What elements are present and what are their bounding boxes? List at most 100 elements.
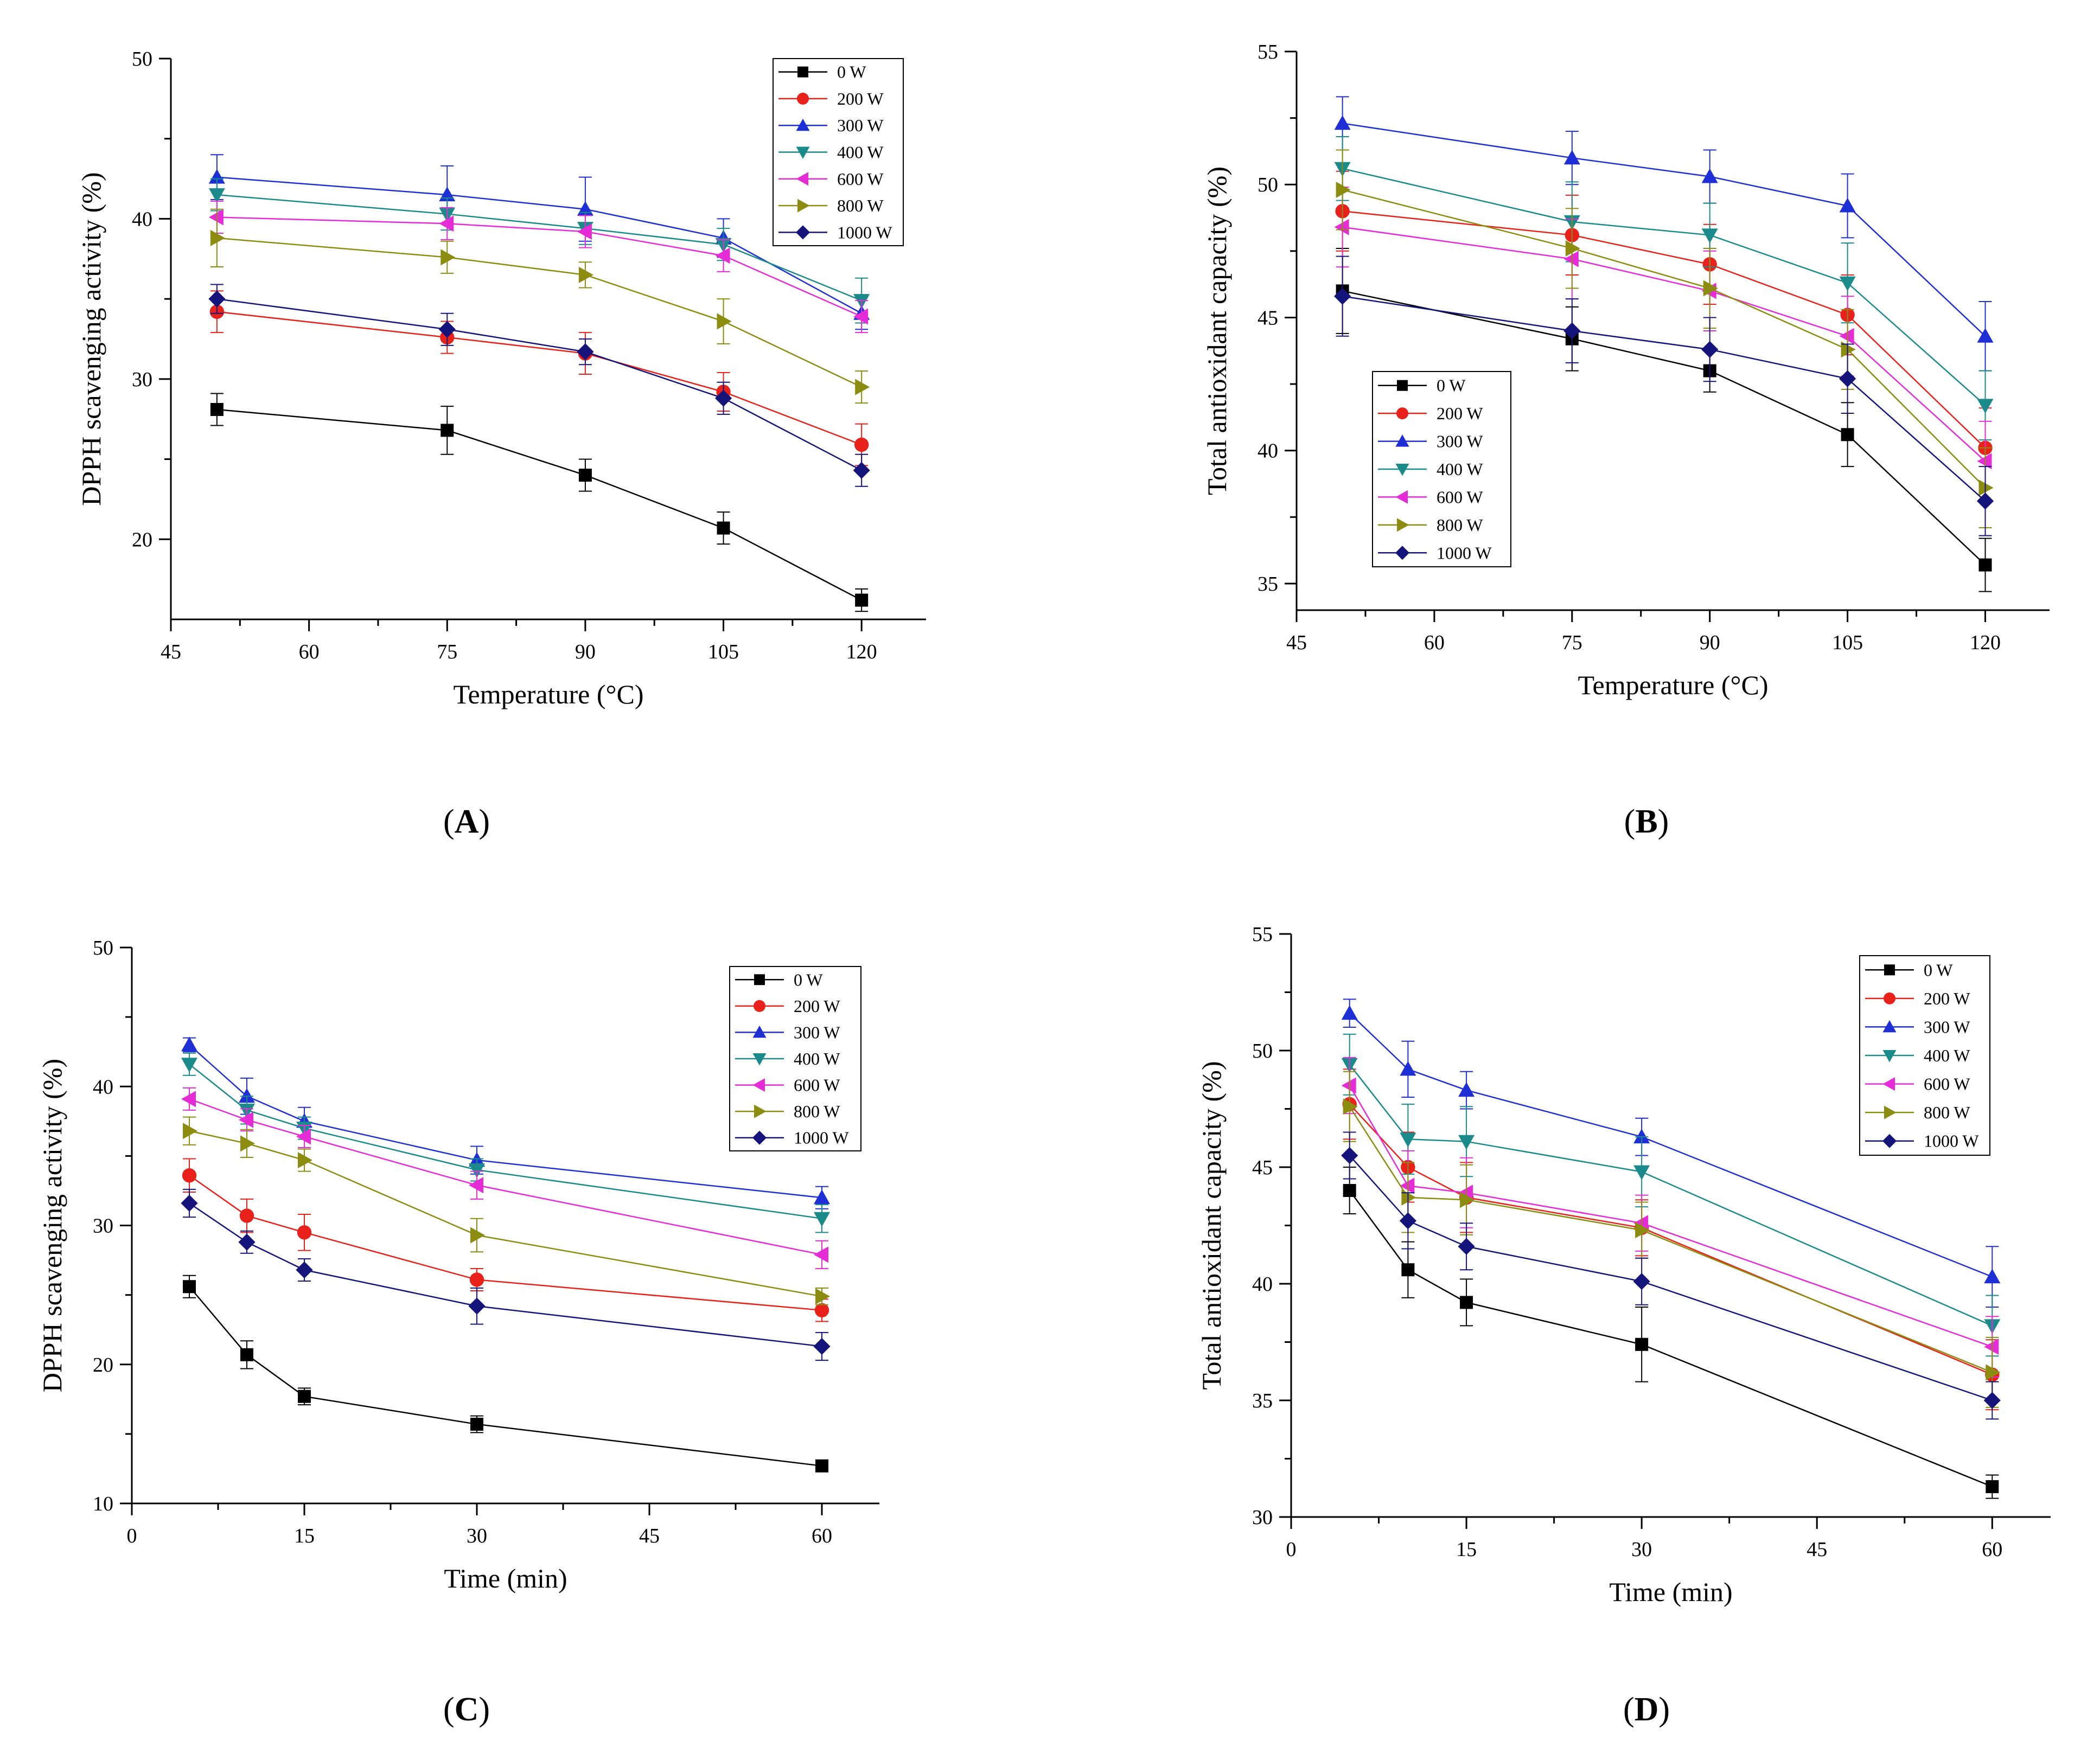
data-point: [715, 247, 730, 264]
data-point: [1565, 240, 1580, 257]
x-tick-label: 75: [1562, 631, 1582, 654]
data-point: [240, 1348, 253, 1361]
x-axis-label-a: Temperature (°C): [453, 679, 643, 709]
data-point: [208, 169, 225, 184]
series-line: [216, 298, 862, 471]
legend-c: 0 W 200 W 300 W 400 W 600 W 800 W 1000 W: [729, 966, 861, 1151]
data-point: [577, 223, 592, 240]
x-tick-label: 15: [1456, 1538, 1477, 1561]
x-tick-label: 90: [575, 641, 596, 663]
y-tick-label: 50: [1252, 1040, 1273, 1062]
legend-marker: [752, 1130, 767, 1145]
data-point: [468, 1297, 486, 1315]
legend-marker: [1395, 490, 1408, 504]
y-tick-label: 35: [1258, 573, 1278, 596]
legend-label: 400 W: [794, 1049, 840, 1068]
series-0w-d: [1343, 1167, 1999, 1499]
data-point: [1400, 1061, 1416, 1076]
legend-marker: [1882, 1020, 1897, 1033]
series-line: [216, 311, 862, 446]
data-point: [814, 1189, 830, 1205]
x-tick-label: 120: [1970, 631, 2001, 654]
y-tick-label: 50: [1258, 174, 1278, 196]
legend-label: 600 W: [794, 1076, 840, 1095]
data-point: [469, 1163, 485, 1178]
series-0w-c: [183, 1275, 828, 1473]
legend-label: 0 W: [1437, 376, 1466, 395]
legend-label: 800 W: [837, 196, 884, 215]
data-point: [813, 1337, 831, 1355]
series-800w-d: [1343, 1071, 2001, 1408]
legend-label: 0 W: [794, 970, 823, 989]
x-tick-label: 60: [1982, 1538, 2002, 1561]
data-point: [181, 1036, 197, 1052]
x-tick-label: 120: [846, 641, 877, 663]
caption-b: (B): [1624, 803, 1669, 840]
data-point: [438, 321, 456, 338]
series-line: [189, 1175, 822, 1311]
legend-marker: [1882, 1134, 1897, 1148]
data-point: [1458, 1135, 1475, 1150]
data-point: [1341, 1077, 1356, 1094]
series-1000w-a: [208, 284, 870, 487]
y-tick-label: 45: [1252, 1156, 1273, 1179]
data-point: [1984, 1269, 2001, 1284]
data-point: [208, 209, 224, 226]
y-tick-label: 35: [1252, 1390, 1273, 1412]
data-point: [855, 593, 869, 607]
x-tick-label: 30: [467, 1525, 487, 1547]
data-point: [1399, 1212, 1416, 1230]
legend-marker: [796, 118, 810, 131]
legend-label: 300 W: [1437, 432, 1483, 451]
data-point: [297, 1225, 312, 1240]
y-tick-label: 30: [93, 1215, 113, 1238]
data-point: [1334, 287, 1351, 305]
data-point: [1983, 1392, 2001, 1409]
legend-marker: [796, 172, 808, 186]
data-point: [1341, 1147, 1358, 1164]
series-line: [216, 216, 862, 317]
y-tick-label: 40: [1258, 440, 1278, 463]
data-point: [1978, 558, 1992, 572]
y-tick-label: 50: [93, 937, 113, 959]
legend-label: 600 W: [837, 169, 884, 189]
legend-marker: [1884, 992, 1895, 1004]
y-tick-label: 40: [93, 1076, 113, 1098]
data-point: [183, 1280, 196, 1294]
data-point: [238, 1233, 256, 1251]
x-tick-label: 90: [1700, 631, 1720, 654]
y-tick-label: 30: [1252, 1506, 1273, 1529]
series-line: [1342, 123, 1986, 337]
panel-b: 45 60 75 90 105 120 35 40 45 50 55 Temperature (°C)…: [1050, 0, 2099, 877]
data-point: [814, 1303, 829, 1318]
data-point: [814, 1212, 830, 1227]
data-point: [1343, 1098, 1358, 1115]
y-tick-label: 40: [1252, 1273, 1273, 1296]
legend-label: 1000 W: [1437, 543, 1492, 562]
data-point: [1635, 1337, 1649, 1351]
data-point: [296, 1128, 311, 1145]
data-point: [298, 1152, 312, 1169]
series-400w-b: [1334, 136, 1994, 441]
legend-label: 800 W: [1924, 1103, 1970, 1122]
data-point: [1400, 1132, 1416, 1148]
data-point: [1401, 1189, 1416, 1206]
data-point: [469, 1272, 484, 1287]
data-point: [1460, 1192, 1475, 1208]
data-point: [240, 1135, 255, 1152]
data-point: [208, 188, 225, 203]
x-tick-label: 60: [812, 1525, 832, 1547]
series-line: [216, 408, 862, 601]
y-tick-label: 30: [132, 368, 152, 391]
y-tick-label: 45: [1258, 306, 1278, 329]
data-point: [1701, 341, 1719, 358]
data-point: [181, 1058, 197, 1073]
legend-marker: [796, 225, 810, 240]
series-line: [189, 1202, 822, 1347]
data-point: [1977, 399, 1994, 414]
x-tick-label: 45: [1807, 1538, 1827, 1561]
data-point: [239, 1111, 253, 1128]
data-point: [208, 290, 226, 308]
legend-marker: [754, 974, 765, 985]
data-point: [1400, 1177, 1415, 1194]
